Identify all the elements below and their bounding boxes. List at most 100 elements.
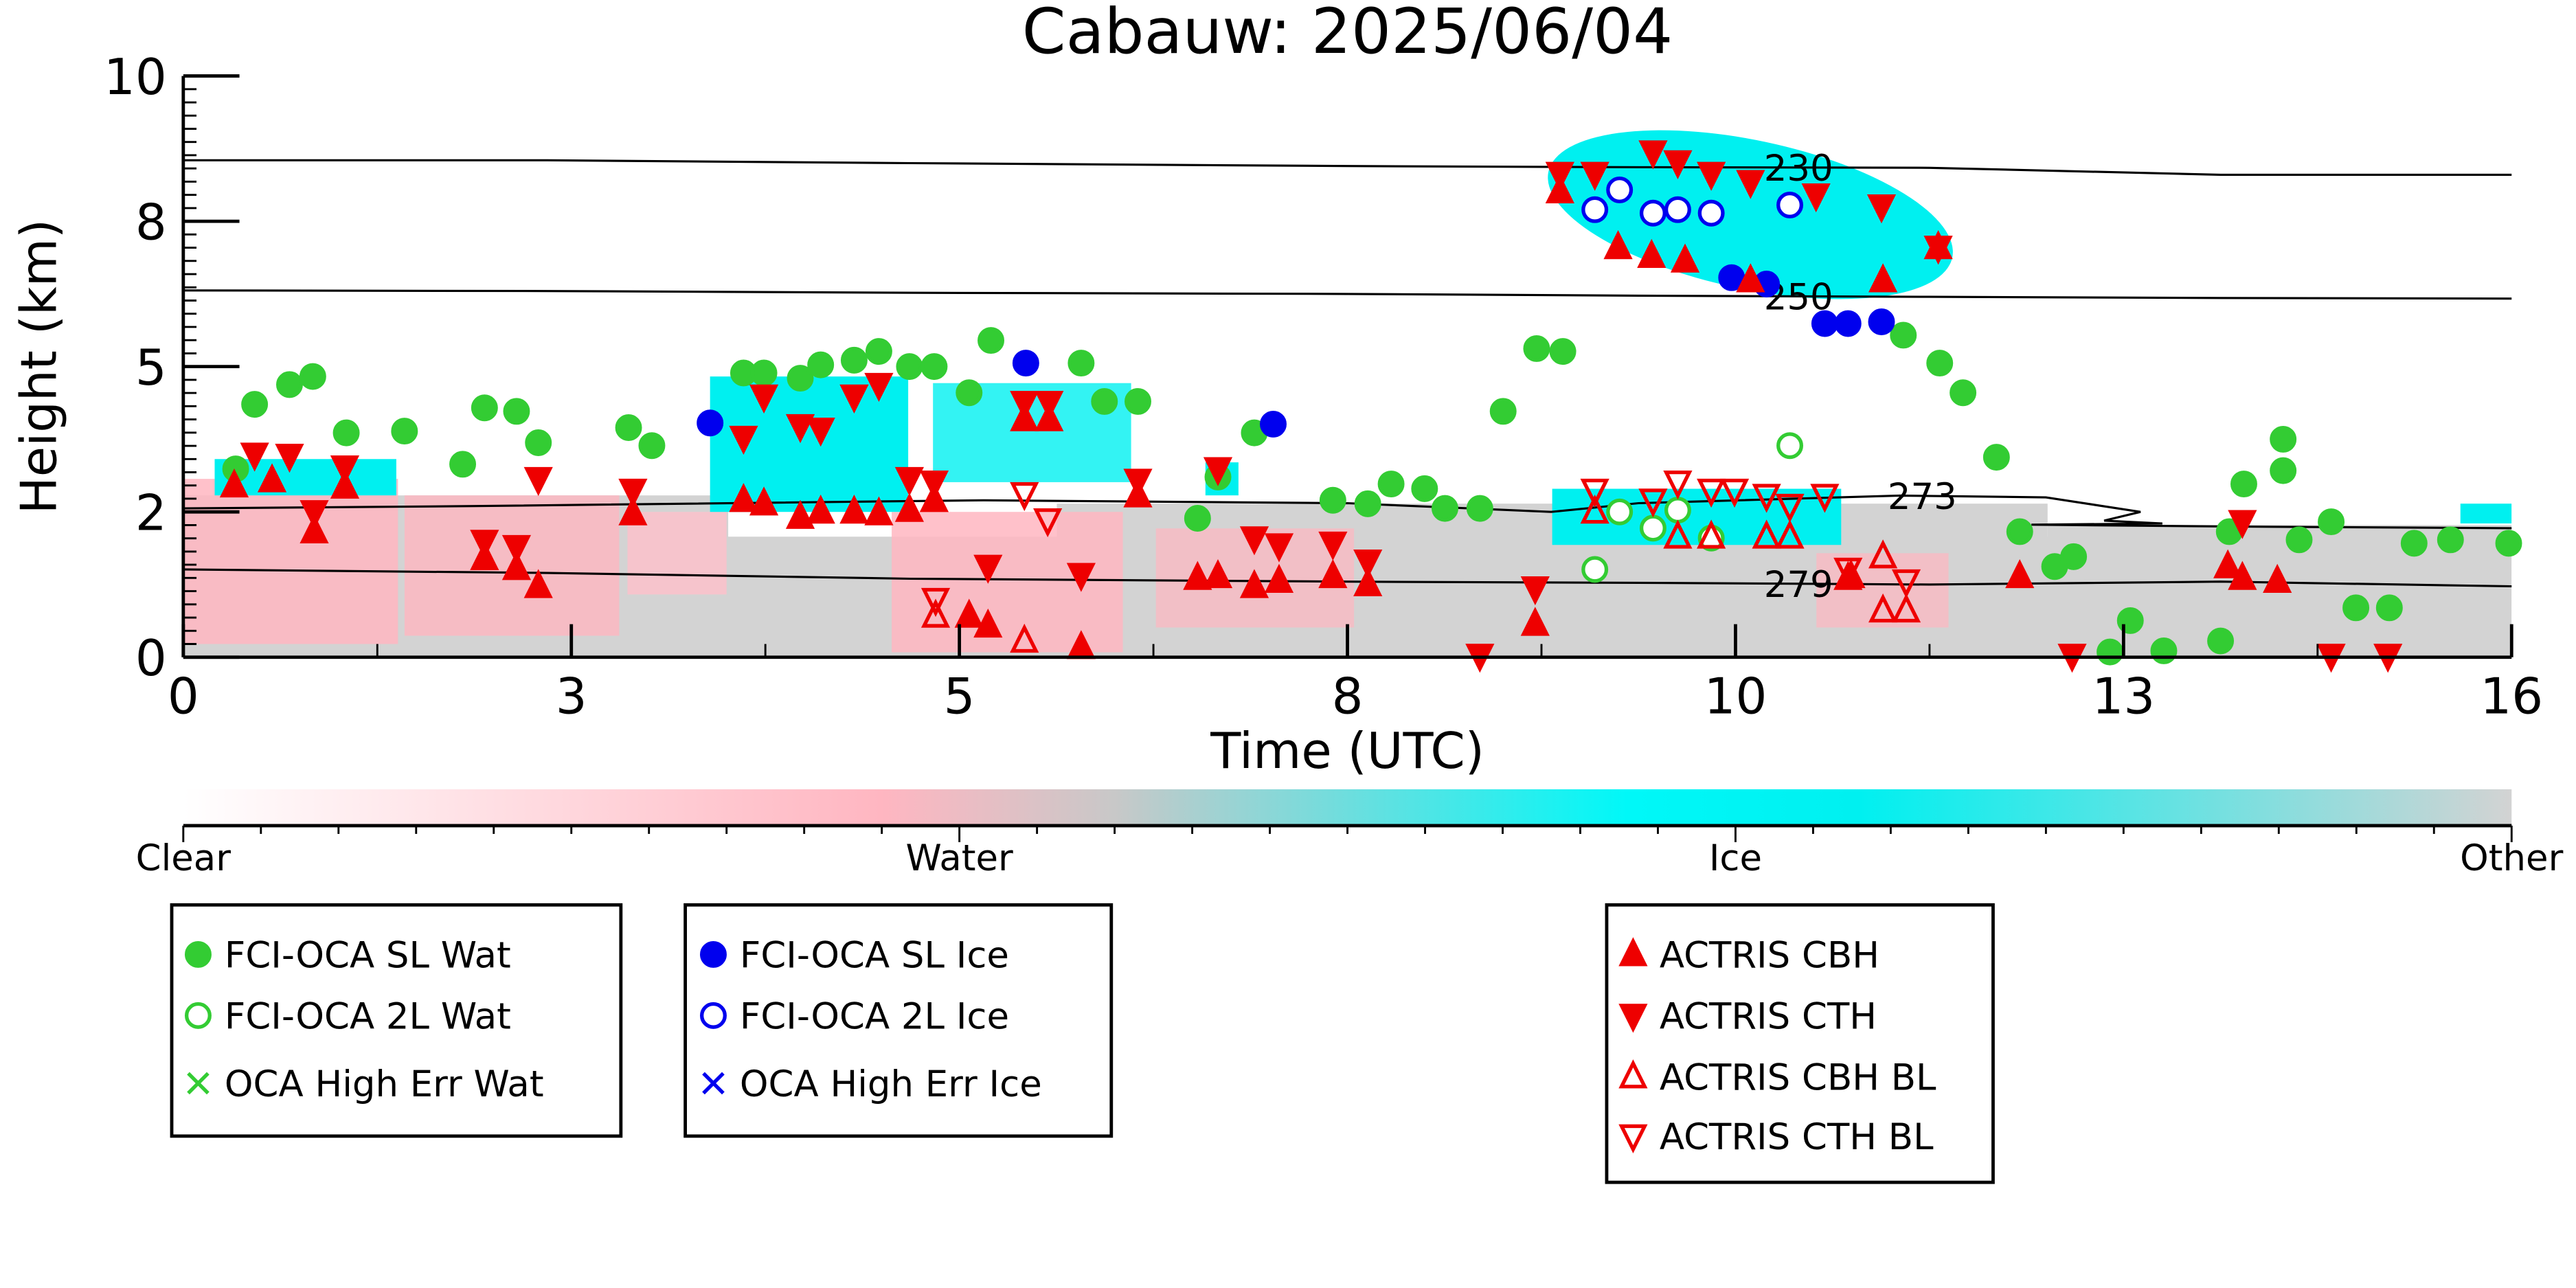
marker — [1260, 410, 1287, 438]
marker — [1868, 308, 1895, 335]
marker — [501, 551, 532, 580]
marker — [1318, 531, 1348, 561]
marker — [523, 569, 553, 598]
marker — [749, 384, 779, 414]
marker — [2400, 530, 2428, 557]
marker — [894, 466, 925, 497]
marker — [1664, 497, 1691, 524]
colorbar-label: Water — [905, 837, 1013, 879]
contour-label: 279 — [1764, 564, 1833, 606]
marker — [449, 451, 477, 478]
marker — [1638, 140, 1668, 170]
marker — [1319, 486, 1346, 514]
marker — [1580, 161, 1609, 191]
marker — [1638, 488, 1668, 518]
marker — [2495, 530, 2522, 557]
marker — [1203, 558, 1233, 589]
marker — [241, 391, 269, 418]
marker — [1982, 444, 2010, 471]
y-axis-label: Height (km) — [11, 219, 69, 515]
marker — [2228, 510, 2257, 539]
legend-marker — [187, 1072, 210, 1095]
marker — [1718, 264, 1745, 291]
contour-line — [183, 159, 2512, 176]
marker — [1377, 471, 1405, 498]
marker — [1580, 478, 1609, 508]
marker — [1697, 519, 1726, 549]
marker — [2207, 627, 2235, 655]
marker — [1239, 569, 1269, 598]
marker — [330, 469, 360, 499]
marker — [1950, 379, 1977, 407]
legend-marker — [699, 1002, 727, 1029]
x-tick-label: 0 — [168, 668, 199, 725]
marker — [865, 338, 892, 365]
marker — [1125, 387, 1151, 415]
marker — [1775, 519, 1805, 549]
legend-marker — [1618, 1124, 1648, 1153]
marker — [729, 483, 758, 512]
marker — [894, 493, 925, 522]
marker — [956, 379, 983, 407]
marker — [471, 394, 498, 422]
x-tick-label: 5 — [944, 668, 975, 725]
marker — [1606, 176, 1634, 203]
legend-box — [1605, 903, 1995, 1184]
marker — [807, 351, 835, 379]
marker — [1891, 593, 1921, 623]
marker — [2005, 558, 2035, 589]
marker — [618, 478, 648, 508]
marker — [1833, 561, 1863, 590]
marker — [275, 444, 304, 473]
y-tick-label: 10 — [104, 49, 167, 106]
y-tick-label: 5 — [135, 339, 167, 397]
marker — [2263, 563, 2292, 593]
marker — [1697, 199, 1725, 227]
marker — [973, 554, 1003, 584]
marker — [1239, 526, 1269, 556]
marker — [1697, 478, 1726, 508]
marker — [1033, 508, 1063, 538]
marker — [299, 363, 326, 390]
legend-label: FCI-OCA 2L Wat — [225, 996, 511, 1038]
marker — [954, 598, 984, 628]
marker — [391, 418, 418, 445]
marker — [1549, 338, 1577, 365]
marker — [806, 417, 835, 447]
marker — [1353, 550, 1383, 579]
marker — [1318, 558, 1348, 589]
marker — [1091, 387, 1118, 415]
marker — [470, 530, 499, 559]
marker — [2006, 518, 2033, 545]
marker — [896, 353, 923, 381]
marker — [2270, 425, 2297, 453]
marker — [749, 486, 779, 516]
marker — [1066, 563, 1096, 592]
marker — [729, 425, 758, 455]
marker — [1775, 493, 1805, 523]
contour-label: 273 — [1888, 476, 1957, 518]
marker — [840, 346, 868, 374]
marker — [1663, 150, 1693, 179]
marker — [1010, 482, 1039, 512]
contour-line — [183, 289, 2512, 300]
marker — [2342, 594, 2370, 622]
legend-label: OCA High Err Wat — [225, 1063, 544, 1105]
contour-line — [183, 494, 2512, 530]
marker — [1776, 191, 1804, 218]
legend-label: ACTRIS CBH — [1660, 935, 1879, 977]
x-tick-label: 10 — [1704, 668, 1767, 725]
legend-marker — [184, 1002, 212, 1029]
marker — [1752, 484, 1781, 513]
marker — [1183, 561, 1212, 590]
marker — [920, 353, 948, 381]
x-tick-label: 3 — [556, 668, 587, 725]
marker — [1489, 398, 1517, 425]
marker — [1663, 519, 1693, 549]
marker — [750, 359, 778, 387]
marker — [1868, 539, 1898, 569]
marker — [1520, 607, 1550, 636]
marker — [257, 463, 287, 493]
marker — [219, 468, 249, 498]
y-tick-label: 0 — [135, 630, 167, 688]
